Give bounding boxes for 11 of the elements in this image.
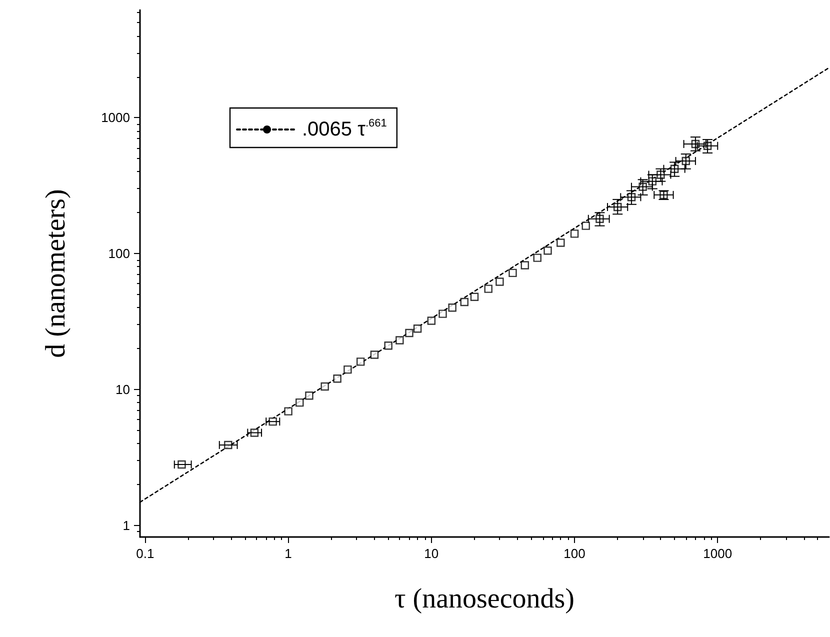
y-tick-label: 1: [122, 518, 130, 533]
x-tick-label: 100: [564, 546, 586, 561]
x-tick-label: 0.1: [136, 546, 154, 561]
x-tick-label: 1: [284, 546, 292, 561]
y-tick-label: 1000: [101, 110, 130, 126]
y-axis-title: d (nanometers): [40, 189, 72, 358]
x-axis-title: τ (nanoseconds): [394, 584, 574, 614]
y-tick-label: 100: [108, 246, 130, 262]
x-tick-label: 10: [424, 546, 439, 561]
y-tick-label: 10: [116, 382, 130, 397]
x-tick-label: 1000: [703, 546, 732, 561]
